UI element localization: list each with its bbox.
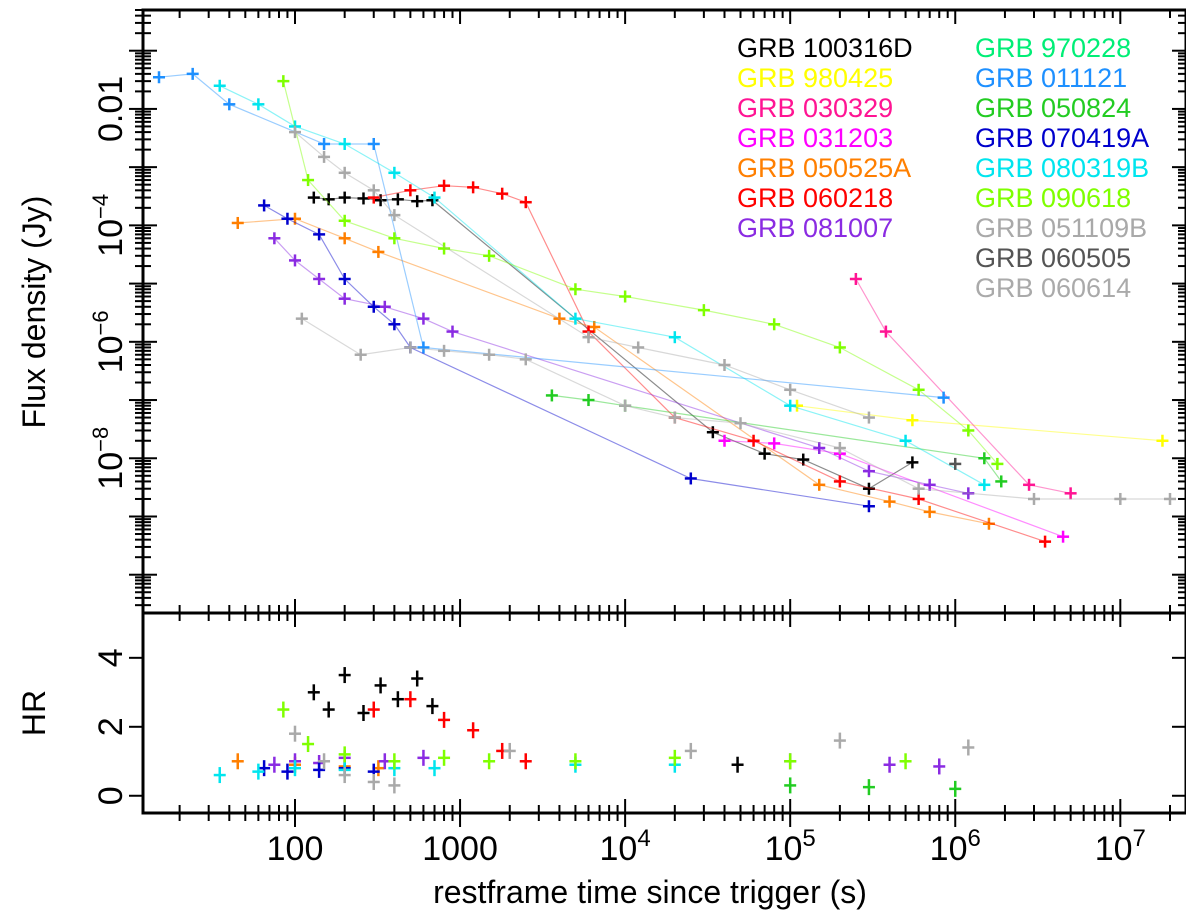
x-tick-label-base: 10 <box>600 830 638 868</box>
flux-trend-grb-070419a <box>263 204 869 507</box>
legend-entry: GRB 050824 <box>975 93 1131 123</box>
flux-y-tick-label-base: 10 <box>92 452 130 490</box>
hr-y-tick-label: 0 <box>92 786 130 805</box>
flux-trend-grb-051109b <box>294 131 870 419</box>
legend-entry: GRB 060218 <box>737 183 893 213</box>
flux-y-tick-label-exp: −8 <box>88 427 113 452</box>
legend-entry: GRB 970228 <box>975 33 1131 63</box>
flux-y-tick-label: 10−6 <box>88 310 130 373</box>
flux-y-axis-label: Flux density (Jy) <box>16 196 52 429</box>
flux-trend-grb-060218 <box>373 185 1046 543</box>
flux-y-tick-label: 10−4 <box>88 194 130 257</box>
hr-panel-frame <box>141 611 1186 815</box>
flux-y-tick-label: 0.01 <box>92 76 130 142</box>
hr-y-tick-label: 4 <box>92 648 130 667</box>
x-tick-label-exp: 4 <box>637 825 650 852</box>
flux-y-tick-label-base: 10 <box>92 219 130 257</box>
legend-entry: GRB 081007 <box>737 213 893 243</box>
x-tick-label: 106 <box>930 825 981 868</box>
flux-trend-grb-081007 <box>273 237 969 494</box>
legend-entry: GRB 050525A <box>737 153 911 183</box>
flux-y-tick-label-exp: −4 <box>88 194 113 219</box>
legend-entry: GRB 090618 <box>975 183 1131 213</box>
legend-entry: GRB 060614 <box>975 273 1131 303</box>
legend-entry: GRB 030329 <box>737 93 893 123</box>
x-tick-label: 100 <box>267 830 324 868</box>
flux-trend-grb-050824 <box>551 394 1002 482</box>
legend-entry: GRB 031203 <box>737 123 893 153</box>
flux-y-tick-label-base: 10 <box>92 335 130 373</box>
flux-trend-grb-050525a <box>237 218 990 525</box>
hardness-ratio-panel: 0 2 4 <box>92 611 1186 815</box>
flux-trend-grb-030329 <box>855 278 1071 494</box>
flux-y-tick-label-base: 0.01 <box>92 76 130 142</box>
x-tick-label-base: 1000 <box>422 830 498 868</box>
flux-trend-grb-090618 <box>282 80 998 465</box>
x-tick-label-exp: 6 <box>967 825 980 852</box>
flux-trend-grb-100316d <box>313 196 913 490</box>
x-tick-label-base: 100 <box>267 830 324 868</box>
x-tick-label-base: 10 <box>1095 830 1133 868</box>
hr-y-axis: 0 2 4 <box>92 648 1186 805</box>
flux-trend-grb-980425 <box>796 405 1163 442</box>
flux-y-tick-label: 10−8 <box>88 427 130 490</box>
x-tick-label-base: 10 <box>765 830 803 868</box>
x-tick-label: 107 <box>1095 825 1146 868</box>
legend-entry: GRB 980425 <box>737 63 893 93</box>
x-tick-label: 104 <box>600 825 651 868</box>
flux-trend-grb-011121 <box>158 73 944 399</box>
legend-entry: GRB 080319B <box>975 153 1149 183</box>
hr-y-tick-label: 2 <box>92 717 130 736</box>
legend-entry: GRB 011121 <box>975 63 1127 93</box>
x-tick-label: 105 <box>765 825 816 868</box>
x-tick-label-exp: 7 <box>1133 825 1146 852</box>
x-axis: 100 1000 104 105 106 107 <box>178 10 1172 868</box>
legend-entry: GRB 100316D <box>737 33 913 63</box>
flux-data-marks <box>152 67 1177 548</box>
x-tick-label: 1000 <box>422 830 498 868</box>
legend-entry: GRB 051109B <box>975 213 1147 243</box>
x-tick-label-exp: 5 <box>802 825 815 852</box>
legend-entry: GRB 070419A <box>975 123 1149 153</box>
flux-trend-grb-060614 <box>301 318 1170 500</box>
hr-data-marks <box>213 667 975 797</box>
flux-trend-grb-080319b <box>219 85 985 486</box>
hr-y-axis-label: HR <box>16 690 52 736</box>
x-axis-label: restframe time since trigger (s) <box>433 874 867 910</box>
hr-y-tick-label-base: 4 <box>92 648 130 667</box>
hr-y-tick-label-base: 0 <box>92 786 130 805</box>
legend-entry: GRB 060505 <box>975 243 1131 273</box>
x-tick-label-base: 10 <box>930 830 968 868</box>
flux-trend-grb-031203 <box>724 440 1064 538</box>
flux-y-tick-label-exp: −6 <box>88 310 113 335</box>
hr-y-tick-label-base: 2 <box>92 717 130 736</box>
